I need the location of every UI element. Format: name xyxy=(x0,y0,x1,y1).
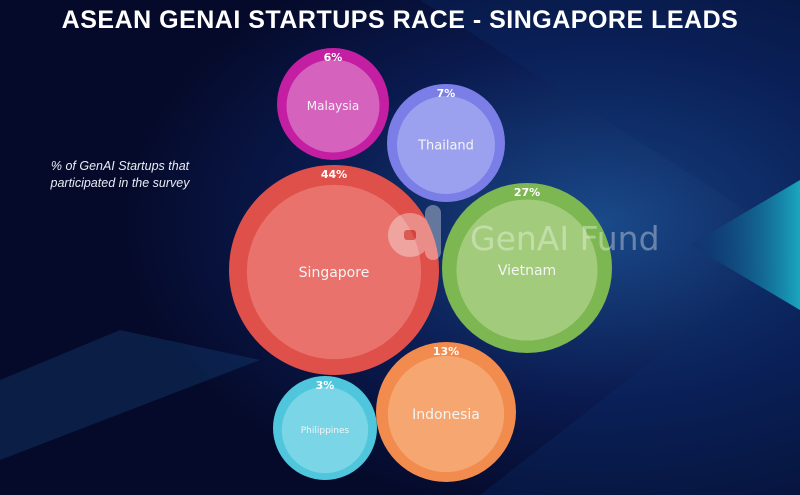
bubble-inner xyxy=(397,96,495,194)
bubble-label: Vietnam xyxy=(498,263,556,279)
bubble-inner xyxy=(246,184,422,360)
chart-subtitle: % of GenAI Startups that participated in… xyxy=(50,159,190,190)
bubble-philippines: Philippines 3% xyxy=(273,376,377,480)
bubble-label: Indonesia xyxy=(412,407,480,423)
arrow-tip xyxy=(690,180,800,310)
watermark-text: GenAI Fund xyxy=(470,219,660,258)
bubble-value-label: 13% xyxy=(433,345,459,358)
arrow-shape xyxy=(420,0,800,495)
bubble-inner xyxy=(387,355,505,473)
bubble-inner xyxy=(281,386,369,474)
bubble-value-label: 3% xyxy=(316,379,335,392)
bubble-vietnam: Vietnam 27% xyxy=(442,183,612,353)
chart-title: ASEAN GENAI STARTUPS RACE - SINGAPORE LE… xyxy=(61,6,739,34)
bubble-value-label: 7% xyxy=(437,87,456,100)
bubble-label: Thailand xyxy=(417,139,474,154)
bubble-indonesia: Indonesia 13% xyxy=(376,342,516,482)
bubble-inner xyxy=(286,59,380,153)
bubble-label: Philippines xyxy=(301,426,350,436)
genai-fund-watermark: GenAI Fund xyxy=(388,205,660,260)
bubble-label: Singapore xyxy=(299,265,370,281)
bubble-singapore: Singapore 44% xyxy=(229,165,439,375)
bubble-label: Malaysia xyxy=(307,99,359,113)
bubble-value-label: 44% xyxy=(321,168,347,181)
bubble-thailand: Thailand 7% xyxy=(387,84,505,202)
bubble-inner xyxy=(456,199,598,341)
bubble-value-label: 6% xyxy=(324,51,343,64)
bubble-value-label: 27% xyxy=(514,186,540,199)
bubble-malaysia: Malaysia 6% xyxy=(277,48,389,160)
